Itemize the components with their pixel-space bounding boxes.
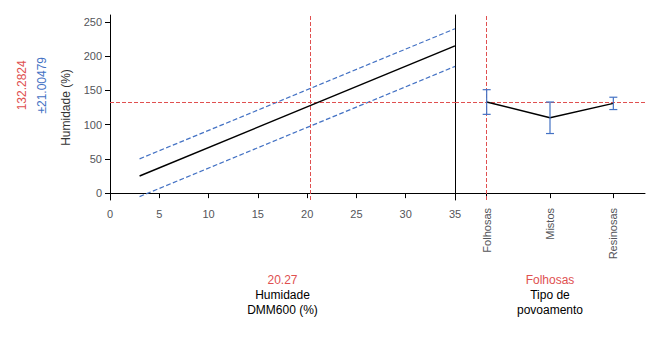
- svg-text:Mistos: Mistos: [544, 208, 556, 240]
- svg-text:Folhosas: Folhosas: [481, 208, 493, 253]
- svg-text:±21.00479: ±21.00479: [35, 57, 49, 114]
- svg-text:Folhosas: Folhosas: [526, 273, 575, 287]
- svg-text:Resinosas: Resinosas: [607, 208, 619, 260]
- svg-text:10: 10: [202, 208, 214, 220]
- svg-text:100: 100: [84, 119, 102, 131]
- svg-text:Humidade (%): Humidade (%): [59, 69, 73, 146]
- svg-text:20.27: 20.27: [267, 273, 297, 287]
- svg-text:132.2824: 132.2824: [15, 60, 29, 110]
- svg-text:0: 0: [96, 187, 102, 199]
- svg-text:20: 20: [301, 208, 313, 220]
- svg-text:0: 0: [107, 208, 113, 220]
- svg-text:25: 25: [350, 208, 362, 220]
- svg-text:Humidade: Humidade: [255, 288, 310, 302]
- svg-text:DMM600 (%): DMM600 (%): [247, 303, 318, 317]
- svg-text:200: 200: [84, 50, 102, 62]
- svg-text:35: 35: [449, 208, 461, 220]
- svg-text:Tipo de: Tipo de: [530, 288, 570, 302]
- svg-text:250: 250: [84, 16, 102, 28]
- svg-text:5: 5: [156, 208, 162, 220]
- svg-text:50: 50: [90, 153, 102, 165]
- svg-text:30: 30: [400, 208, 412, 220]
- svg-text:150: 150: [84, 84, 102, 96]
- svg-text:povoamento: povoamento: [517, 303, 583, 317]
- svg-text:15: 15: [252, 208, 264, 220]
